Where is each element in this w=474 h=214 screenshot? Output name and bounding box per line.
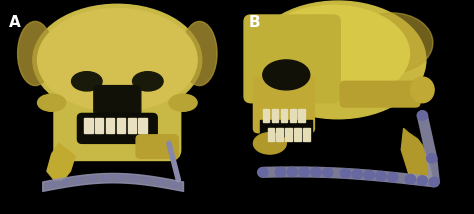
- Ellipse shape: [182, 21, 217, 86]
- FancyBboxPatch shape: [254, 77, 314, 133]
- Circle shape: [103, 175, 109, 180]
- Ellipse shape: [263, 60, 310, 90]
- Circle shape: [417, 111, 428, 120]
- Circle shape: [287, 167, 298, 177]
- Circle shape: [376, 171, 386, 181]
- Text: B: B: [249, 15, 260, 30]
- Circle shape: [144, 177, 149, 183]
- Circle shape: [311, 168, 321, 177]
- FancyBboxPatch shape: [94, 86, 141, 116]
- Circle shape: [76, 177, 82, 183]
- Circle shape: [157, 179, 163, 184]
- FancyBboxPatch shape: [54, 58, 181, 160]
- Ellipse shape: [351, 13, 433, 73]
- Ellipse shape: [133, 72, 163, 91]
- FancyBboxPatch shape: [244, 15, 340, 103]
- Circle shape: [427, 154, 437, 163]
- Circle shape: [388, 173, 398, 182]
- Bar: [106, 118, 114, 133]
- Ellipse shape: [33, 4, 202, 116]
- PathPatch shape: [47, 143, 75, 180]
- Circle shape: [417, 176, 428, 185]
- Circle shape: [405, 174, 416, 184]
- Bar: [272, 109, 278, 122]
- Circle shape: [90, 176, 95, 181]
- Bar: [128, 118, 136, 133]
- Bar: [276, 128, 283, 141]
- Bar: [267, 128, 274, 141]
- Circle shape: [49, 182, 55, 187]
- Ellipse shape: [37, 94, 66, 111]
- Ellipse shape: [410, 77, 434, 103]
- Ellipse shape: [250, 1, 426, 119]
- Circle shape: [117, 175, 122, 180]
- Ellipse shape: [169, 94, 197, 111]
- Bar: [263, 109, 269, 122]
- Circle shape: [429, 177, 439, 187]
- FancyBboxPatch shape: [340, 81, 420, 107]
- Bar: [285, 128, 292, 141]
- Bar: [290, 109, 296, 122]
- Bar: [303, 128, 310, 141]
- Ellipse shape: [254, 133, 286, 154]
- Polygon shape: [401, 128, 432, 184]
- Ellipse shape: [72, 72, 102, 91]
- Circle shape: [352, 169, 363, 179]
- Circle shape: [323, 168, 333, 177]
- Bar: [138, 118, 146, 133]
- Ellipse shape: [18, 21, 53, 86]
- Bar: [84, 118, 93, 133]
- Circle shape: [364, 170, 374, 180]
- Bar: [95, 118, 103, 133]
- Bar: [281, 109, 287, 122]
- Circle shape: [340, 169, 351, 178]
- Bar: [294, 128, 301, 141]
- Circle shape: [130, 176, 136, 181]
- Circle shape: [275, 167, 286, 177]
- Ellipse shape: [37, 9, 197, 111]
- FancyBboxPatch shape: [136, 135, 178, 158]
- Circle shape: [63, 179, 68, 184]
- Circle shape: [258, 168, 268, 177]
- FancyBboxPatch shape: [77, 113, 157, 143]
- Bar: [117, 118, 125, 133]
- Bar: [299, 109, 305, 122]
- Circle shape: [299, 167, 310, 177]
- Circle shape: [171, 182, 176, 187]
- Text: A: A: [9, 15, 21, 30]
- Ellipse shape: [257, 5, 410, 102]
- Bar: [261, 120, 312, 133]
